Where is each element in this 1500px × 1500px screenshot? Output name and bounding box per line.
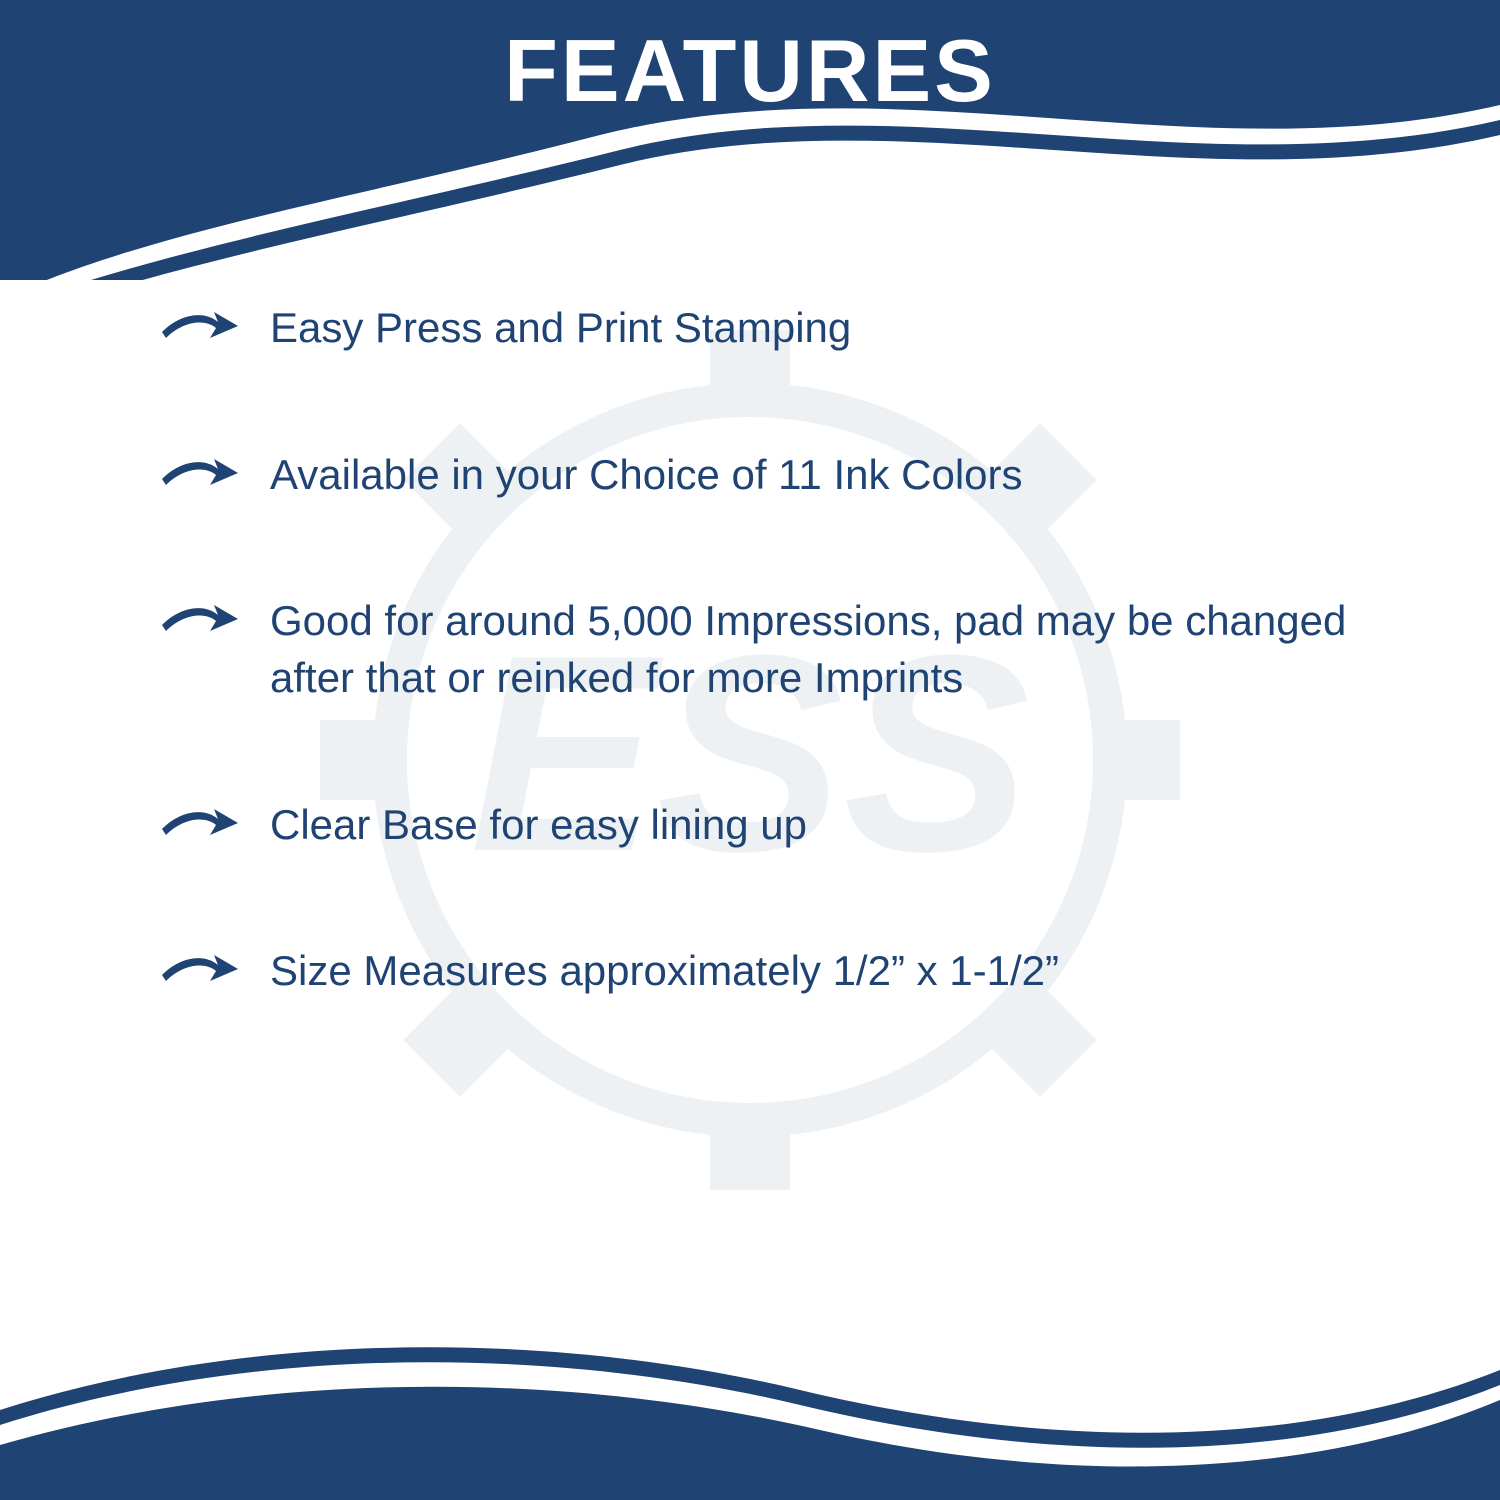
page-title: FEATURES (0, 20, 1500, 122)
feature-list: Easy Press and Print Stamping Available … (160, 300, 1400, 1090)
arrow-icon (160, 447, 270, 500)
feature-item: Size Measures approximately 1/2” x 1-1/2… (160, 943, 1400, 1000)
arrow-icon (160, 797, 270, 850)
feature-item: Clear Base for easy lining up (160, 797, 1400, 854)
arrow-icon (160, 593, 270, 646)
feature-item: Good for around 5,000 Impressions, pad m… (160, 593, 1400, 706)
arrow-icon (160, 943, 270, 996)
feature-text: Available in your Choice of 11 Ink Color… (270, 447, 1400, 504)
feature-item: Available in your Choice of 11 Ink Color… (160, 447, 1400, 504)
feature-text: Good for around 5,000 Impressions, pad m… (270, 593, 1400, 706)
footer-wave (0, 1280, 1500, 1500)
feature-text: Size Measures approximately 1/2” x 1-1/2… (270, 943, 1400, 1000)
feature-text: Clear Base for easy lining up (270, 797, 1400, 854)
infographic-canvas: ESS FEATURES Easy Press and Print Stampi… (0, 0, 1500, 1500)
feature-item: Easy Press and Print Stamping (160, 300, 1400, 357)
arrow-icon (160, 300, 270, 353)
feature-text: Easy Press and Print Stamping (270, 300, 1400, 357)
